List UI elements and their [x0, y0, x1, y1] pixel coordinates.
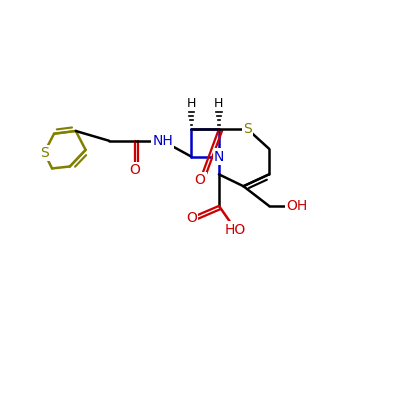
- Text: H: H: [187, 97, 196, 110]
- Text: O: O: [130, 164, 140, 178]
- Text: OH: OH: [286, 199, 307, 213]
- Text: N: N: [214, 150, 224, 164]
- Text: NH: NH: [152, 134, 173, 148]
- Text: HO: HO: [225, 222, 246, 236]
- Text: O: O: [186, 211, 197, 225]
- Text: S: S: [40, 146, 48, 160]
- Text: O: O: [194, 173, 206, 187]
- Text: S: S: [243, 122, 252, 136]
- Text: H: H: [214, 97, 224, 110]
